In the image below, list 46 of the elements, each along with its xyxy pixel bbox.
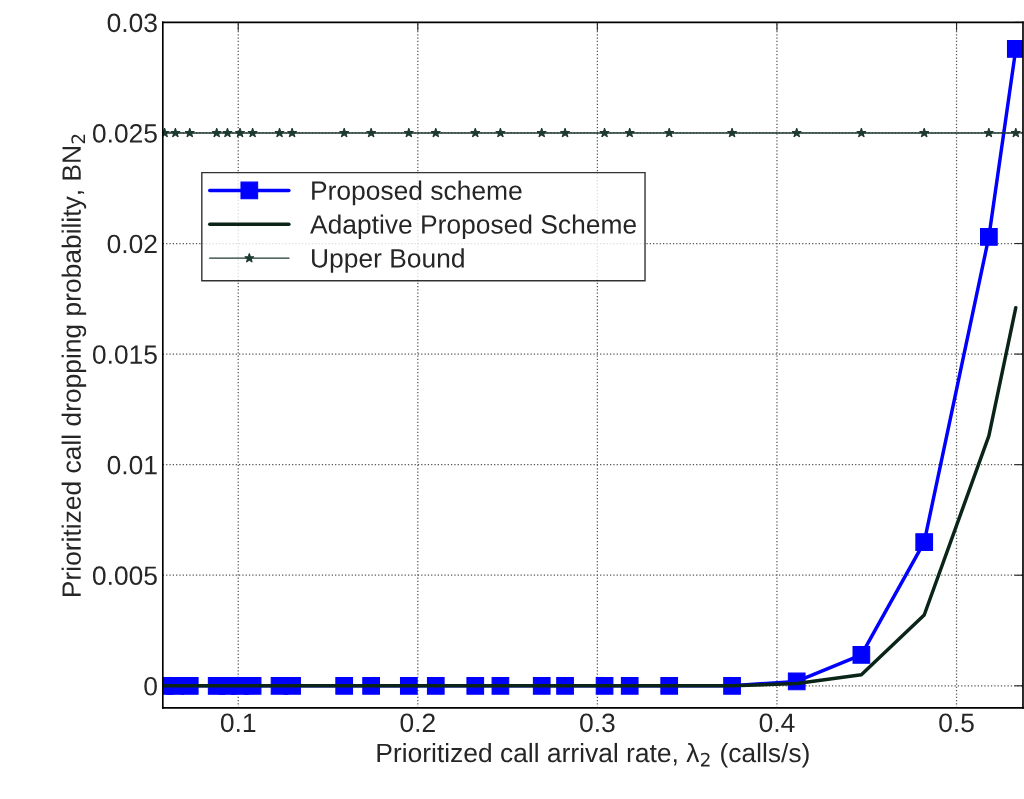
legend-label: Adaptive Proposed Scheme xyxy=(310,214,636,240)
point xyxy=(365,127,377,138)
x-tick-label: 0.1 xyxy=(220,713,256,733)
point xyxy=(1006,40,1023,58)
point xyxy=(430,127,441,138)
point xyxy=(983,127,994,138)
y-tick-label: 0 xyxy=(144,676,157,696)
point xyxy=(339,127,350,138)
point xyxy=(274,127,285,138)
point xyxy=(1010,127,1021,138)
y-tick-label: 0.005 xyxy=(92,566,157,586)
legend-label: Proposed scheme xyxy=(312,180,522,206)
y-tick-label: 0.02 xyxy=(107,234,157,254)
point xyxy=(624,127,635,138)
point xyxy=(286,127,298,138)
point xyxy=(599,127,610,138)
point xyxy=(919,127,930,138)
y-tick-label: 0.025 xyxy=(92,124,157,143)
legend-label: Upper Bound xyxy=(312,248,464,273)
point xyxy=(856,127,867,138)
point xyxy=(852,645,871,664)
point xyxy=(726,127,738,138)
x-tick-label: 0.2 xyxy=(400,713,435,733)
point xyxy=(559,127,571,138)
x-tick-label: 0.5 xyxy=(939,713,974,733)
point xyxy=(470,127,481,138)
y-tick-label: 0.015 xyxy=(92,345,157,364)
point xyxy=(234,127,246,138)
point xyxy=(211,127,222,138)
point xyxy=(184,127,195,138)
point xyxy=(403,127,414,138)
x-axis-title: Prioritized call arrival rate, λ$_{2}$ (calls/s) xyxy=(377,742,809,768)
point xyxy=(980,228,998,246)
point xyxy=(495,127,506,138)
x-tick-label: 0.4 xyxy=(759,713,795,733)
y-tick-label: 0.03 xyxy=(107,13,157,33)
y-axis-title: Prioritized call dropping probability, BN$_{2}$ xyxy=(61,134,87,596)
point xyxy=(915,533,934,551)
point xyxy=(247,127,258,138)
point xyxy=(791,127,802,138)
point xyxy=(222,127,233,138)
x-tick-label: 0.3 xyxy=(580,713,615,733)
y-tick-label: 0.01 xyxy=(107,455,157,475)
point xyxy=(664,127,675,138)
point xyxy=(536,127,547,138)
point xyxy=(170,127,181,138)
